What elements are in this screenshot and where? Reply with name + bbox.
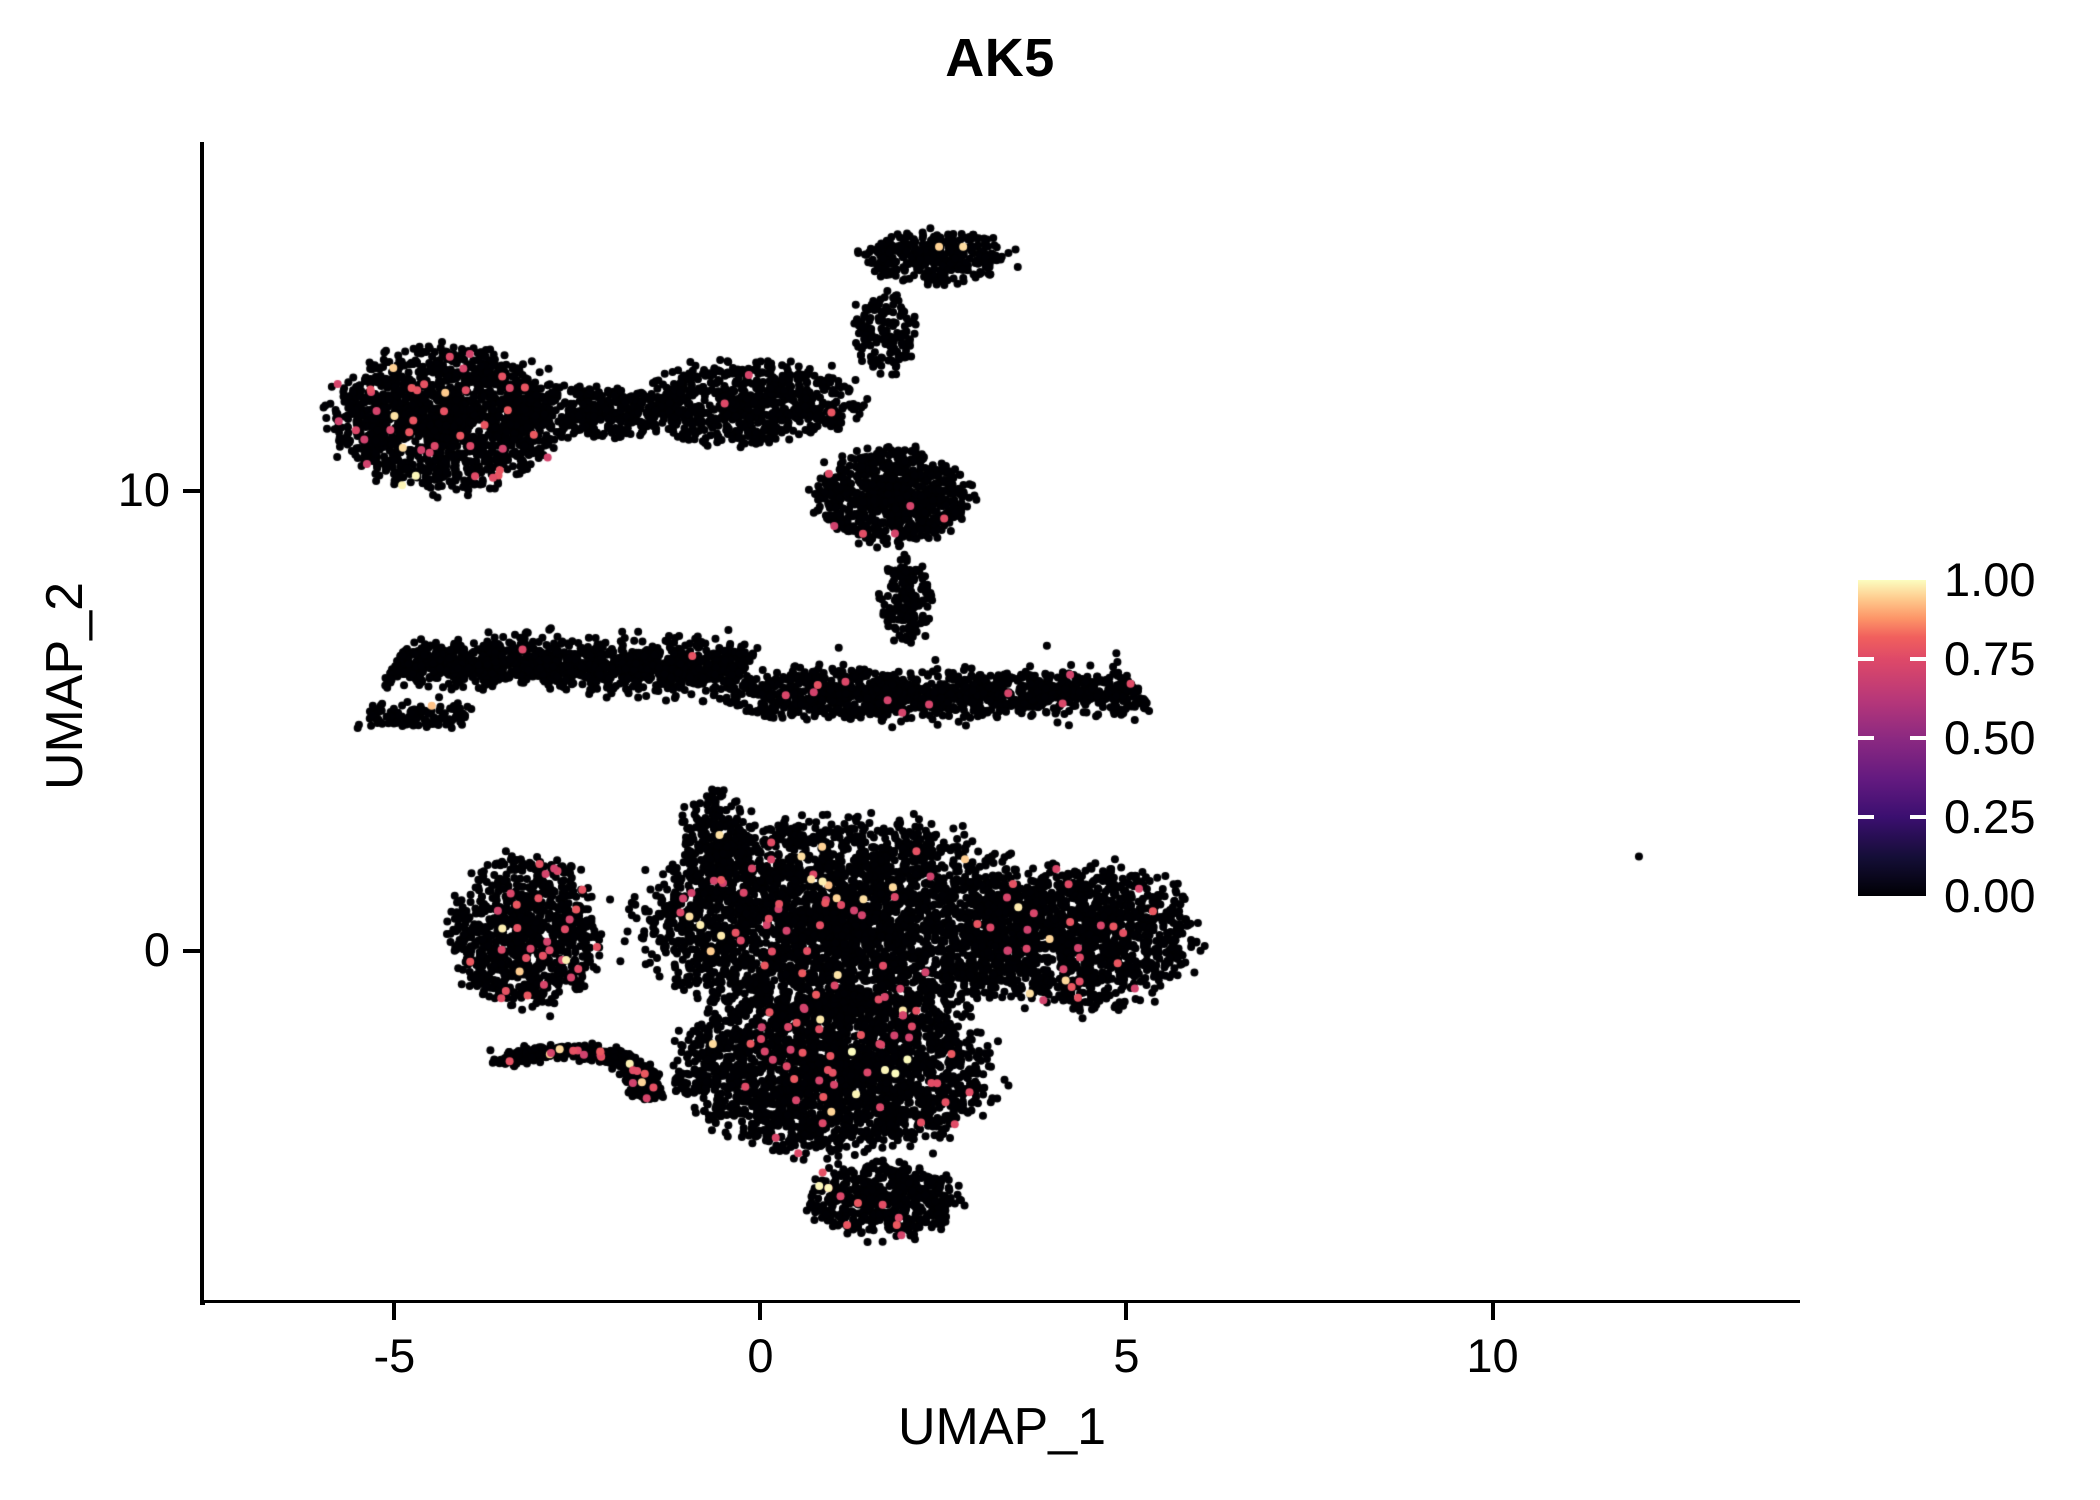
x-axis-label: UMAP_1 xyxy=(897,1398,1107,1456)
colorbar-tick-mark xyxy=(1910,736,1926,740)
x-tick-mark xyxy=(1490,1303,1495,1320)
x-tick-mark xyxy=(758,1303,763,1320)
x-tick-label: 5 xyxy=(1113,1329,1140,1382)
y-tick-label: 0 xyxy=(143,922,170,976)
colorbar-tick-mark xyxy=(1910,815,1926,819)
colorbar-tick-mark xyxy=(1858,736,1874,740)
colorbar-label: 0.00 xyxy=(1944,869,2036,922)
x-tick-label: -5 xyxy=(373,1329,416,1382)
colorbar-tick-mark xyxy=(1910,657,1926,661)
colorbar-label: 1.00 xyxy=(1944,553,2036,606)
colorbar-label: 0.50 xyxy=(1944,711,2036,764)
y-tick-mark xyxy=(183,948,200,953)
x-axis-spine xyxy=(200,1298,1800,1303)
x-tick-mark xyxy=(1124,1303,1129,1320)
y-axis-label: UMAP_2 xyxy=(36,581,94,791)
colorbar-label: 0.75 xyxy=(1944,632,2036,685)
x-tick-label: 10 xyxy=(1466,1329,1519,1382)
y-tick-mark xyxy=(183,489,200,494)
colorbar-legend: 1.00 0.75 0.50 0.25 0.00 xyxy=(1858,553,2088,922)
scatter-points-layer xyxy=(204,142,1800,1300)
colorbar-tick-mark xyxy=(1858,657,1874,661)
x-tick-label: 0 xyxy=(747,1329,774,1382)
colorbar-tick-mark xyxy=(1858,815,1874,819)
plot-panel xyxy=(204,142,1800,1300)
x-tick-mark xyxy=(392,1303,397,1320)
y-tick-label: 10 xyxy=(117,463,170,517)
page-title: AK5 xyxy=(945,28,1055,88)
y-axis-spine xyxy=(200,142,205,1305)
colorbar-label: 0.25 xyxy=(1944,790,2036,843)
